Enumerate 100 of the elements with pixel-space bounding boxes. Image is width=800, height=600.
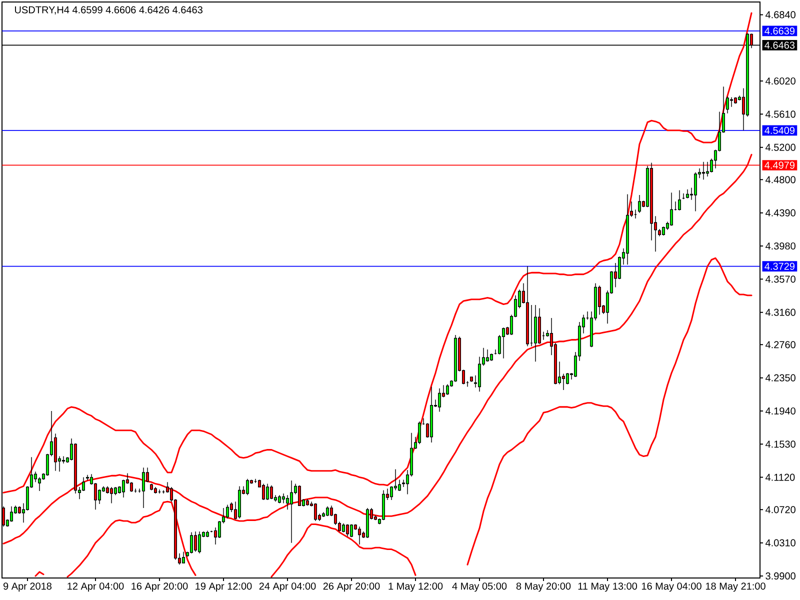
candlestick — [278, 494, 281, 504]
candlestick — [398, 479, 401, 492]
candlestick — [130, 482, 133, 492]
candlestick — [266, 483, 269, 500]
candlestick — [82, 476, 85, 492]
x-tick-label: 8 May 20:00 — [516, 582, 571, 592]
candlestick — [238, 486, 241, 519]
candlestick — [270, 485, 273, 500]
y-tick-label: 4.5610 — [766, 110, 796, 118]
y-tick-label: 3.9900 — [766, 572, 796, 580]
candlestick — [38, 476, 41, 492]
candlestick — [290, 480, 293, 544]
candlestick — [658, 228, 661, 237]
ref-line-label: 4.6463 — [764, 42, 795, 49]
candlestick — [566, 372, 569, 385]
chart-title: USDTRY,H4 4.6599 4.6606 4.6426 4.6463 — [15, 6, 202, 15]
candlestick — [706, 162, 709, 177]
candlestick — [730, 96, 733, 108]
candlestick — [106, 486, 109, 494]
candlestick — [190, 532, 193, 554]
ref-line-label: 4.3729 — [764, 262, 795, 270]
candlestick — [478, 356, 481, 392]
y-tick-label: 4.3160 — [766, 308, 796, 316]
x-tick-label: 19 Apr 12:00 — [196, 582, 252, 592]
candlestick — [634, 209, 637, 219]
candlestick — [618, 256, 621, 280]
candlestick — [390, 486, 393, 500]
ref-line-label: 4.5409 — [764, 126, 795, 134]
y-tick-label: 4.3980 — [766, 242, 796, 250]
candlestick — [198, 531, 201, 554]
candlestick — [686, 189, 689, 199]
candlestick — [446, 384, 449, 396]
candlestick — [490, 353, 493, 362]
x-tick-label: 16 Apr 20:00 — [132, 582, 188, 592]
candlestick — [694, 172, 697, 212]
x-tick-label: 11 May 13:00 — [578, 582, 638, 592]
ref-line-label: 4.6639 — [764, 27, 795, 34]
candlestick — [598, 285, 601, 316]
candlestick — [262, 483, 265, 500]
candlestick — [254, 478, 257, 484]
candlestick — [726, 96, 729, 114]
y-tick-label: 4.0720 — [766, 506, 796, 514]
candlestick — [430, 386, 433, 443]
candlestick — [74, 442, 77, 494]
candlestick — [670, 192, 673, 226]
candlestick — [246, 478, 249, 496]
x-tick-label: 9 Apr 2018 — [4, 582, 52, 592]
candlestick — [662, 226, 665, 236]
x-tick-label: 18 May 21:00 — [706, 582, 766, 592]
y-tick-label: 4.4390 — [766, 209, 796, 216]
y-tick-label: 4.1530 — [766, 440, 796, 448]
candlestick — [226, 504, 229, 519]
candlestick — [122, 479, 125, 498]
y-tick-label: 4.2350 — [766, 374, 796, 382]
candlestick — [114, 486, 117, 496]
y-tick-label: 4.1120 — [766, 474, 795, 481]
candlestick — [10, 506, 13, 522]
y-tick-label: 4.6840 — [766, 11, 796, 18]
candlestick — [682, 193, 685, 200]
y-tick-label: 4.2760 — [766, 341, 796, 348]
candlestick — [350, 524, 353, 538]
y-tick-label: 4.3570 — [766, 276, 796, 283]
y-tick-label: 4.4800 — [766, 176, 796, 184]
candlestick — [158, 489, 161, 494]
candlestick — [18, 506, 21, 514]
candlestick — [538, 308, 541, 344]
candlestick — [418, 421, 421, 445]
candlestick — [562, 373, 565, 390]
candlestick — [366, 508, 369, 538]
candlestick — [342, 523, 345, 533]
candlestick — [194, 531, 197, 552]
candlestick — [358, 526, 361, 545]
y-tick-label: 4.1940 — [766, 407, 796, 415]
candlestick — [454, 334, 457, 382]
y-tick-label: 4.6020 — [766, 77, 796, 85]
y-tick-label: 4.5200 — [766, 144, 796, 151]
x-tick-label: 26 Apr 20:00 — [323, 582, 380, 592]
candlestick — [110, 486, 113, 504]
x-tick-label: 24 Apr 04:00 — [259, 582, 316, 592]
candlestick — [286, 494, 289, 510]
candlestick — [530, 304, 533, 347]
candlestick — [142, 467, 145, 508]
candlestick — [150, 483, 153, 491]
candlestick — [326, 506, 329, 516]
candlestick — [206, 530, 209, 538]
candlestick — [282, 493, 285, 504]
candlestick — [502, 327, 505, 359]
candlestick — [486, 349, 489, 362]
candlestick — [626, 194, 629, 265]
x-tick-label: 4 May 05:00 — [452, 582, 507, 592]
candlestick — [734, 96, 737, 104]
x-tick-label: 1 May 12:00 — [388, 582, 443, 592]
candlestick — [322, 512, 325, 518]
candlestick — [638, 194, 641, 214]
candlestick — [154, 486, 157, 494]
x-tick-label: 16 May 04:00 — [642, 582, 702, 592]
candlestick — [534, 304, 537, 362]
candlestick — [526, 266, 529, 347]
candlestick — [314, 502, 317, 522]
candlestick — [346, 524, 349, 537]
